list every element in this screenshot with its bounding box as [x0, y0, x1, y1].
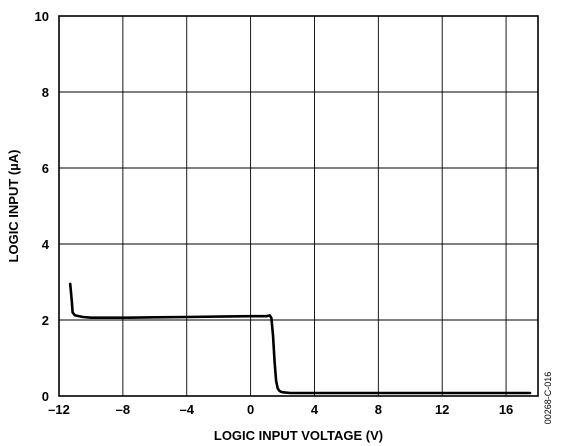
x-tick-labels: –12 –8 –4 0 4 8 12 16 [48, 402, 513, 417]
y-tick-label: 4 [42, 237, 50, 252]
x-tick-label: –12 [48, 402, 70, 417]
x-tick-label: 8 [375, 402, 382, 417]
series-line [68, 282, 532, 395]
x-tick-label: –8 [116, 402, 130, 417]
x-tick-label: 4 [311, 402, 319, 417]
x-tick-label: 16 [499, 402, 513, 417]
y-tick-labels: 0 2 4 6 8 10 [35, 9, 50, 404]
x-tick-label: –4 [179, 402, 194, 417]
figure-id: 00268-C-016 [543, 372, 553, 425]
y-tick-label: 10 [35, 9, 49, 24]
x-tick-label: 12 [435, 402, 449, 417]
x-tick-label: 0 [247, 402, 254, 417]
grid [58, 15, 538, 397]
y-tick-label: 2 [42, 313, 49, 328]
data-series [68, 282, 532, 395]
x-axis-label: LOGIC INPUT VOLTAGE (V) [214, 428, 383, 443]
y-axis-label: LOGIC INPUT (µA) [6, 150, 21, 263]
plot-frame [58, 15, 539, 397]
y-tick-label: 0 [42, 389, 49, 404]
y-tick-label: 6 [42, 161, 49, 176]
y-tick-label: 8 [42, 85, 49, 100]
